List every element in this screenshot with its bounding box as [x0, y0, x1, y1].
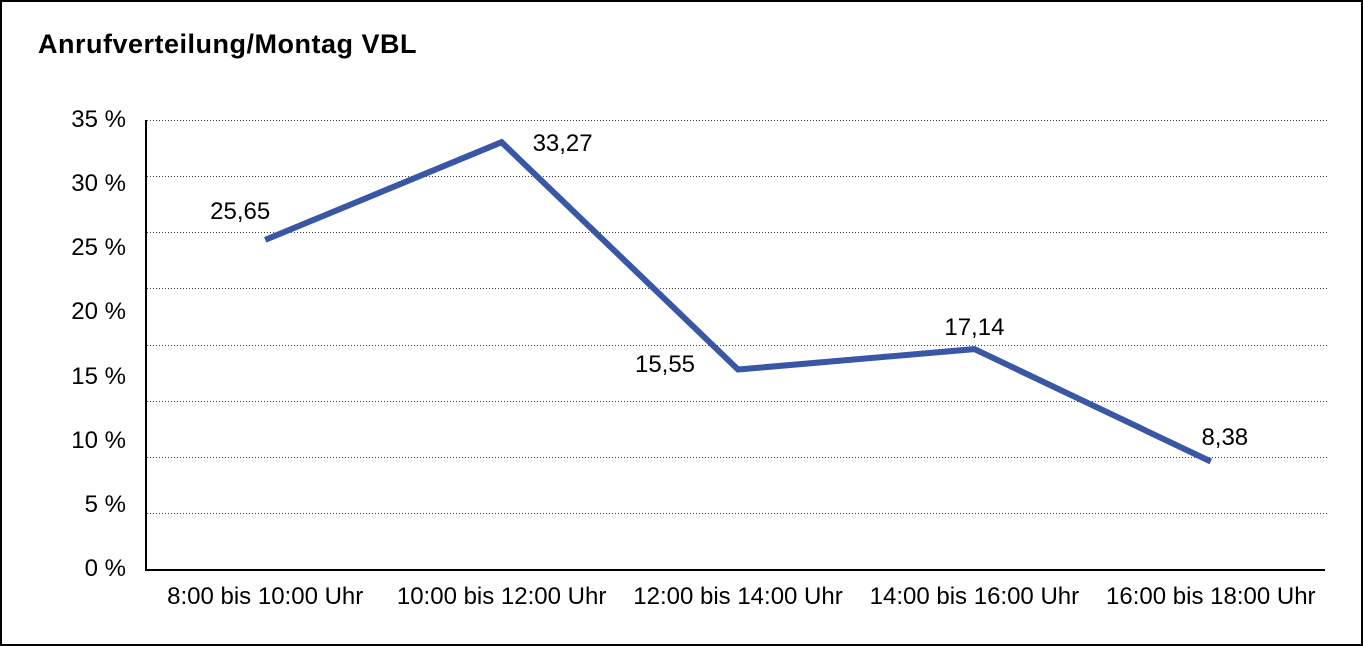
- data-point-label: 25,65: [210, 197, 271, 225]
- data-series-line: [264, 138, 1213, 465]
- x-axis-label: 16:00 bis 18:00 Uhr: [1106, 583, 1316, 610]
- plot-area: 25,65 33,27 15,55 17,14 8,38: [145, 120, 1329, 571]
- gridline: [147, 512, 1329, 514]
- gridline: [147, 288, 1329, 290]
- y-axis-label: 25 %: [71, 234, 126, 262]
- y-axis-label: 20 %: [71, 298, 126, 326]
- y-axis-label: 30 %: [71, 170, 126, 198]
- y-axis-label: 15 %: [71, 362, 126, 390]
- y-axis-label: 0 %: [84, 555, 126, 582]
- line-series-canvas: [264, 138, 1213, 465]
- y-axis-label: 5 %: [84, 490, 126, 518]
- x-axis-label: 14:00 bis 16:00 Uhr: [869, 583, 1080, 610]
- y-axis-label: 35 %: [71, 106, 126, 133]
- y-axis: [145, 120, 147, 571]
- gridline: [147, 176, 1329, 178]
- gridline: [147, 400, 1329, 402]
- x-axis-label: 12:00 bis 14:00 Uhr: [633, 583, 843, 610]
- x-axis-label: 10:00 bis 12:00 Uhr: [396, 583, 607, 610]
- x-axis: [145, 569, 1325, 571]
- data-point-label: 17,14: [944, 314, 1005, 342]
- chart-title: Anrufverteilung/Montag VBL: [38, 29, 417, 59]
- y-axis-label: 10 %: [71, 426, 126, 454]
- x-axis-label: 8:00 bis 10:00 Uhr: [167, 583, 364, 610]
- gridline: [147, 344, 1329, 346]
- data-point-label: 8,38: [1201, 423, 1249, 451]
- data-point-label: 33,27: [532, 130, 593, 158]
- data-point-label: 15,55: [634, 350, 696, 378]
- gridline: [147, 456, 1329, 458]
- gridline: [147, 232, 1329, 234]
- gridline: [147, 120, 1329, 121]
